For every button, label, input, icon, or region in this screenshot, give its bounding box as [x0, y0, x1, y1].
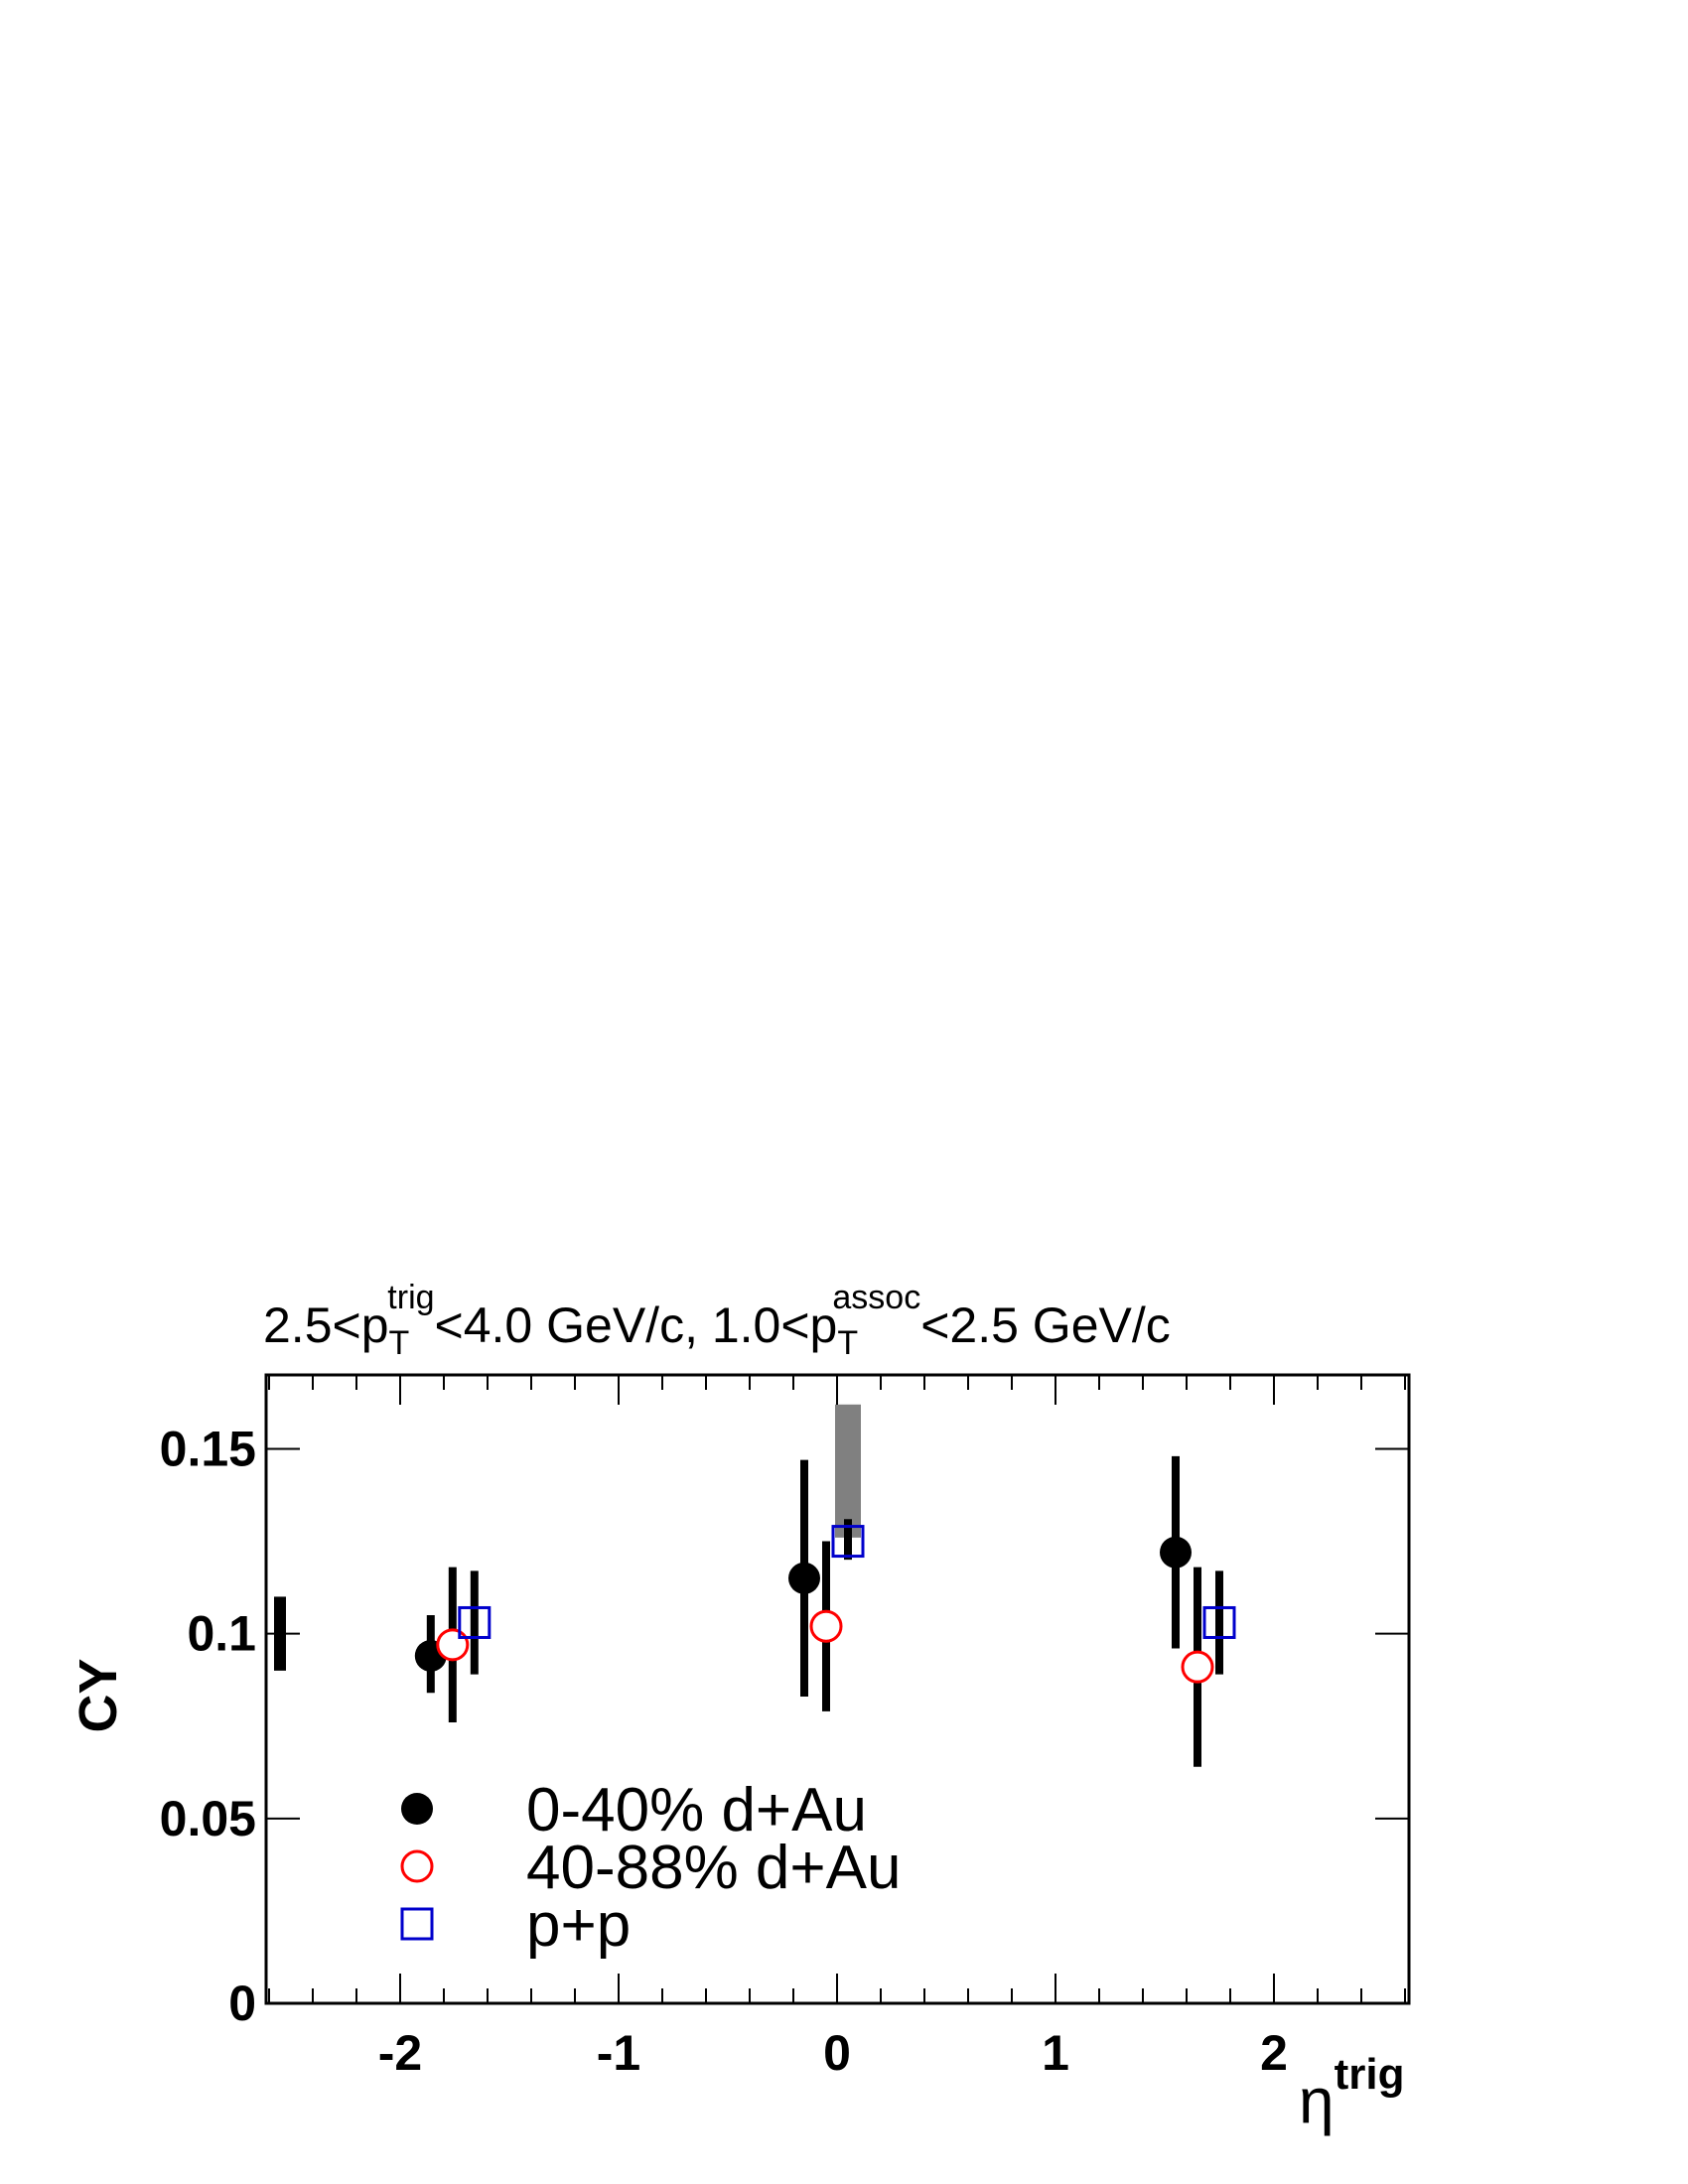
x-tick-label: 1 — [1042, 2025, 1069, 2081]
title-part-a: 2.5<p — [263, 1297, 389, 1353]
y-tick-label: 0.1 — [187, 1606, 256, 1662]
legend-marker-2 — [400, 1907, 434, 1941]
systematic-band-layer — [835, 1404, 861, 1538]
data-point-s0-p2 — [1160, 1536, 1192, 1569]
title-part-b: <4.0 GeV/c, 1.0<p — [435, 1297, 838, 1353]
tick-layer — [266, 1375, 1409, 2004]
data-point-s1-p1 — [809, 1609, 843, 1643]
y-tick-label: 0.15 — [160, 1421, 256, 1476]
title-sub-a: T — [389, 1324, 410, 1362]
title-sup-a: trig — [387, 1279, 434, 1316]
chart-title: 2.5<pTtrig<4.0 GeV/c, 1.0<pTassoc<2.5 Ge… — [263, 1279, 1171, 1362]
y-axis-title: CY — [69, 1658, 128, 1732]
y-tick-label: 0.05 — [160, 1791, 256, 1846]
legend-label: p+p — [526, 1891, 631, 1960]
marker-layer — [414, 1525, 1236, 1684]
x-tick-label: -2 — [378, 2025, 422, 2081]
data-point-s1-p0 — [436, 1628, 470, 1662]
title-part-c: <2.5 GeV/c — [920, 1297, 1171, 1353]
legend-label: 0-40% d+Au — [526, 1776, 867, 1844]
legend-marker-1 — [400, 1849, 434, 1883]
tick-label-layer: -2 -1 0 1 2 0 0.05 0.1 0.15 — [160, 1421, 1288, 2081]
data-point-s1-p2 — [1181, 1650, 1214, 1684]
x-tick-label: 2 — [1260, 2025, 1288, 2081]
legend-marker-0 — [401, 1793, 433, 1825]
data-point-s2-p0 — [458, 1605, 492, 1639]
legend-label: 40-88% d+Au — [526, 1834, 901, 1902]
data-point-s2-p1 — [831, 1525, 865, 1559]
systematic-uncertainty-band — [835, 1404, 861, 1538]
x-axis-title-main: η — [1299, 2065, 1335, 2136]
x-tick-label: -1 — [597, 2025, 640, 2081]
data-point-s0-p1 — [788, 1562, 820, 1594]
data-point-s2-p2 — [1202, 1605, 1236, 1639]
x-tick-label: 0 — [823, 2025, 851, 2081]
title-sub-b: T — [837, 1324, 857, 1362]
title-sup-b: assoc — [832, 1279, 920, 1316]
y-tick-label: 0 — [228, 1976, 256, 2031]
x-axis-title: ηtrig — [1299, 2050, 1404, 2136]
x-axis-title-sup: trig — [1335, 2050, 1405, 2099]
